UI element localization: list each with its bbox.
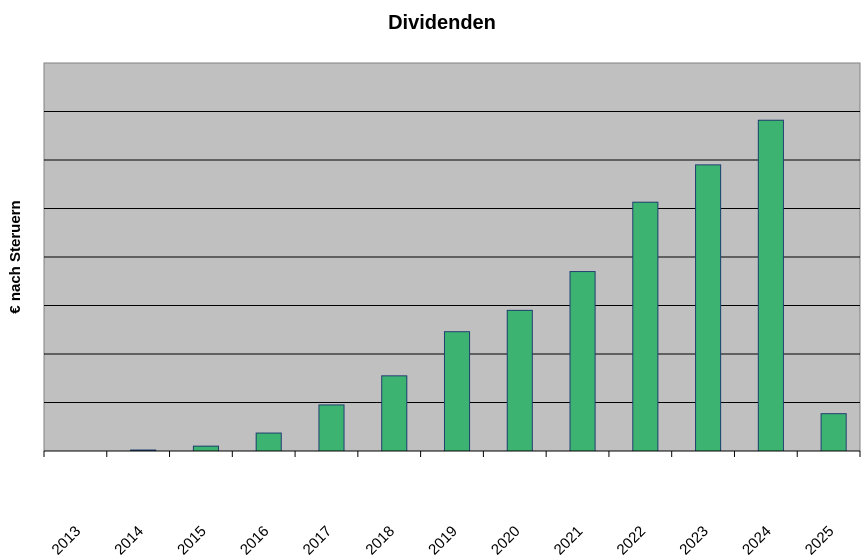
- bar-2019: [443, 331, 471, 452]
- x-tick-label-2025: 2025: [802, 523, 838, 555]
- bar-2017: [318, 404, 345, 452]
- bar-2024: [757, 119, 784, 452]
- x-tick-label-2018: 2018: [362, 523, 398, 555]
- x-tick-label-2015: 2015: [174, 523, 210, 555]
- bar-2022: [632, 201, 659, 452]
- x-tick-labels: 2013 2014 2015 2016 2017 2018 2019 2020 2021 2022…: [49, 523, 838, 555]
- bar-2015: [192, 445, 219, 452]
- x-tick-label-2016: 2016: [237, 523, 273, 555]
- x-tick-label-2014: 2014: [111, 523, 147, 555]
- x-tick-label-2020: 2020: [488, 523, 524, 555]
- bars: [130, 119, 847, 452]
- bar-2021: [569, 271, 596, 452]
- x-axis: [43, 450, 861, 457]
- x-tick-label-2022: 2022: [614, 523, 650, 555]
- x-tick-label-2013: 2013: [49, 523, 85, 555]
- bar-2018: [381, 375, 408, 452]
- y-axis-label: € nach Steruern: [7, 200, 24, 313]
- x-tick-label-2023: 2023: [676, 523, 712, 555]
- x-tick-label-2024: 2024: [739, 523, 775, 555]
- bar-2016: [255, 432, 282, 452]
- x-tick-label-2021: 2021: [551, 523, 587, 555]
- x-tick-label-2019: 2019: [425, 523, 461, 555]
- bar-2025: [820, 413, 847, 452]
- x-tick-label-2017: 2017: [300, 523, 336, 555]
- bar-2020: [506, 309, 533, 452]
- chart-title: Dividenden: [388, 12, 496, 34]
- gridlines: [44, 111, 860, 403]
- bar-2023: [695, 164, 722, 452]
